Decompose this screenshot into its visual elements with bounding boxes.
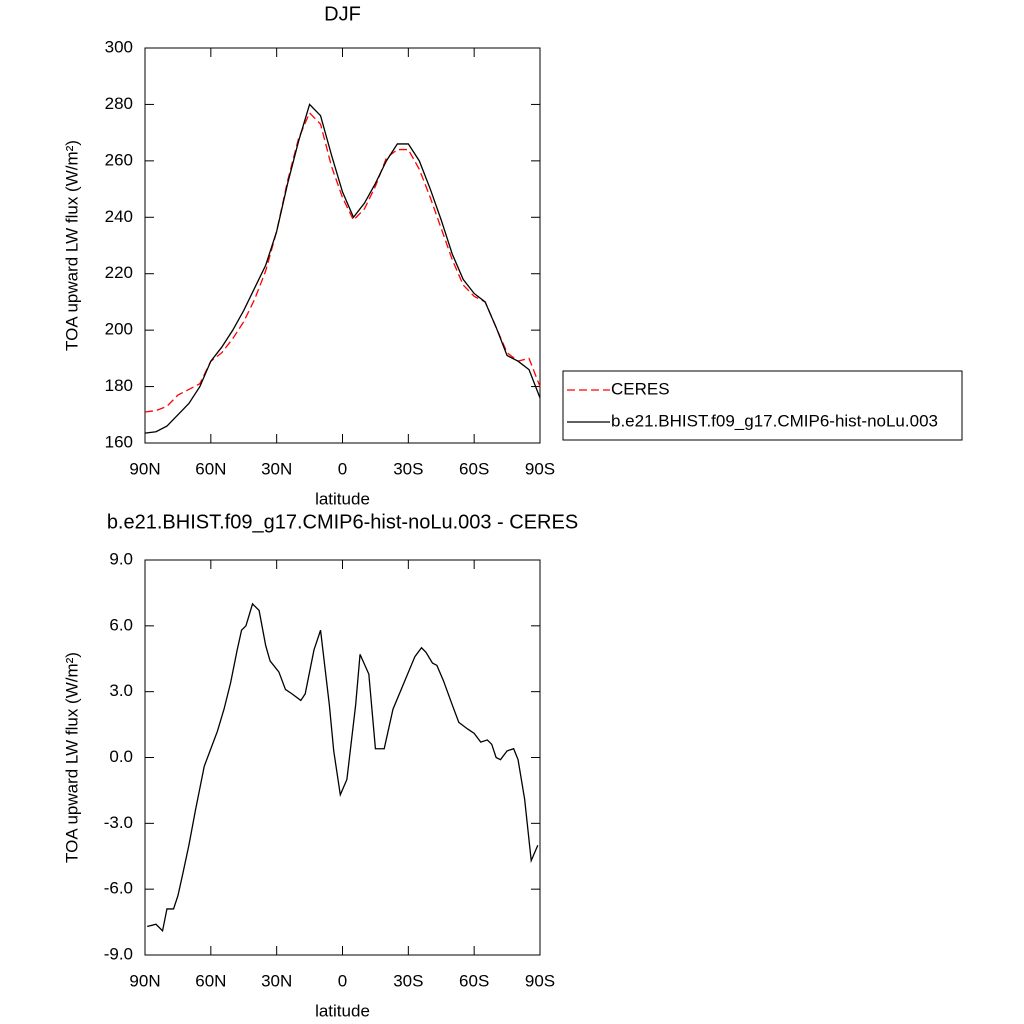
y-tick-label: 200 [105, 320, 133, 339]
x-tick-label: 60N [195, 459, 226, 478]
y-tick-label: 3.0 [109, 681, 133, 700]
y-tick-label: 260 [105, 150, 133, 169]
chart-title: DJF [324, 3, 361, 25]
y-tick-label: -3.0 [104, 813, 133, 832]
x-tick-label: 30S [393, 459, 423, 478]
x-tick-label: 90S [525, 459, 555, 478]
y-tick-label: 240 [105, 207, 133, 226]
x-tick-label: 90N [129, 459, 160, 478]
data-line [144, 103, 541, 434]
y-tick-label: 6.0 [109, 615, 133, 634]
data-line [144, 111, 541, 413]
y-tick-label: 220 [105, 263, 133, 282]
legend-box [562, 370, 963, 441]
data-line [147, 602, 539, 933]
plot-frame [144, 47, 541, 444]
x-tick-label: 60S [459, 971, 489, 990]
x-axis-label: latitude [315, 489, 370, 508]
y-tick-label: -6.0 [104, 879, 133, 898]
y-tick-label: 9.0 [109, 549, 133, 568]
y-tick-label: -9.0 [104, 944, 133, 963]
x-tick-label: 60S [459, 459, 489, 478]
y-tick-label: 180 [105, 376, 133, 395]
x-tick-label: 30S [393, 971, 423, 990]
y-tick-label: 280 [105, 94, 133, 113]
x-axis-label: latitude [315, 1001, 370, 1020]
y-axis-label: TOA upward LW flux (W/m²) [62, 652, 81, 863]
legend-label: b.e21.BHIST.f09_g17.CMIP6-hist-noLu.003 [611, 411, 938, 430]
y-tick-label: 160 [105, 432, 133, 451]
y-tick-label: 0.0 [109, 747, 133, 766]
x-tick-label: 0 [338, 971, 347, 990]
x-tick-label: 30N [261, 459, 292, 478]
x-tick-label: 60N [195, 971, 226, 990]
chart-title: b.e21.BHIST.f09_g17.CMIP6-hist-noLu.003 … [107, 511, 578, 533]
x-tick-label: 90S [525, 971, 555, 990]
y-axis-label: TOA upward LW flux (W/m²) [62, 140, 81, 351]
x-tick-label: 90N [129, 971, 160, 990]
legend-label: CERES [611, 379, 670, 398]
plot-frame [144, 559, 541, 956]
y-tick-label: 300 [105, 37, 133, 56]
x-tick-label: 0 [338, 459, 347, 478]
x-tick-label: 30N [261, 971, 292, 990]
